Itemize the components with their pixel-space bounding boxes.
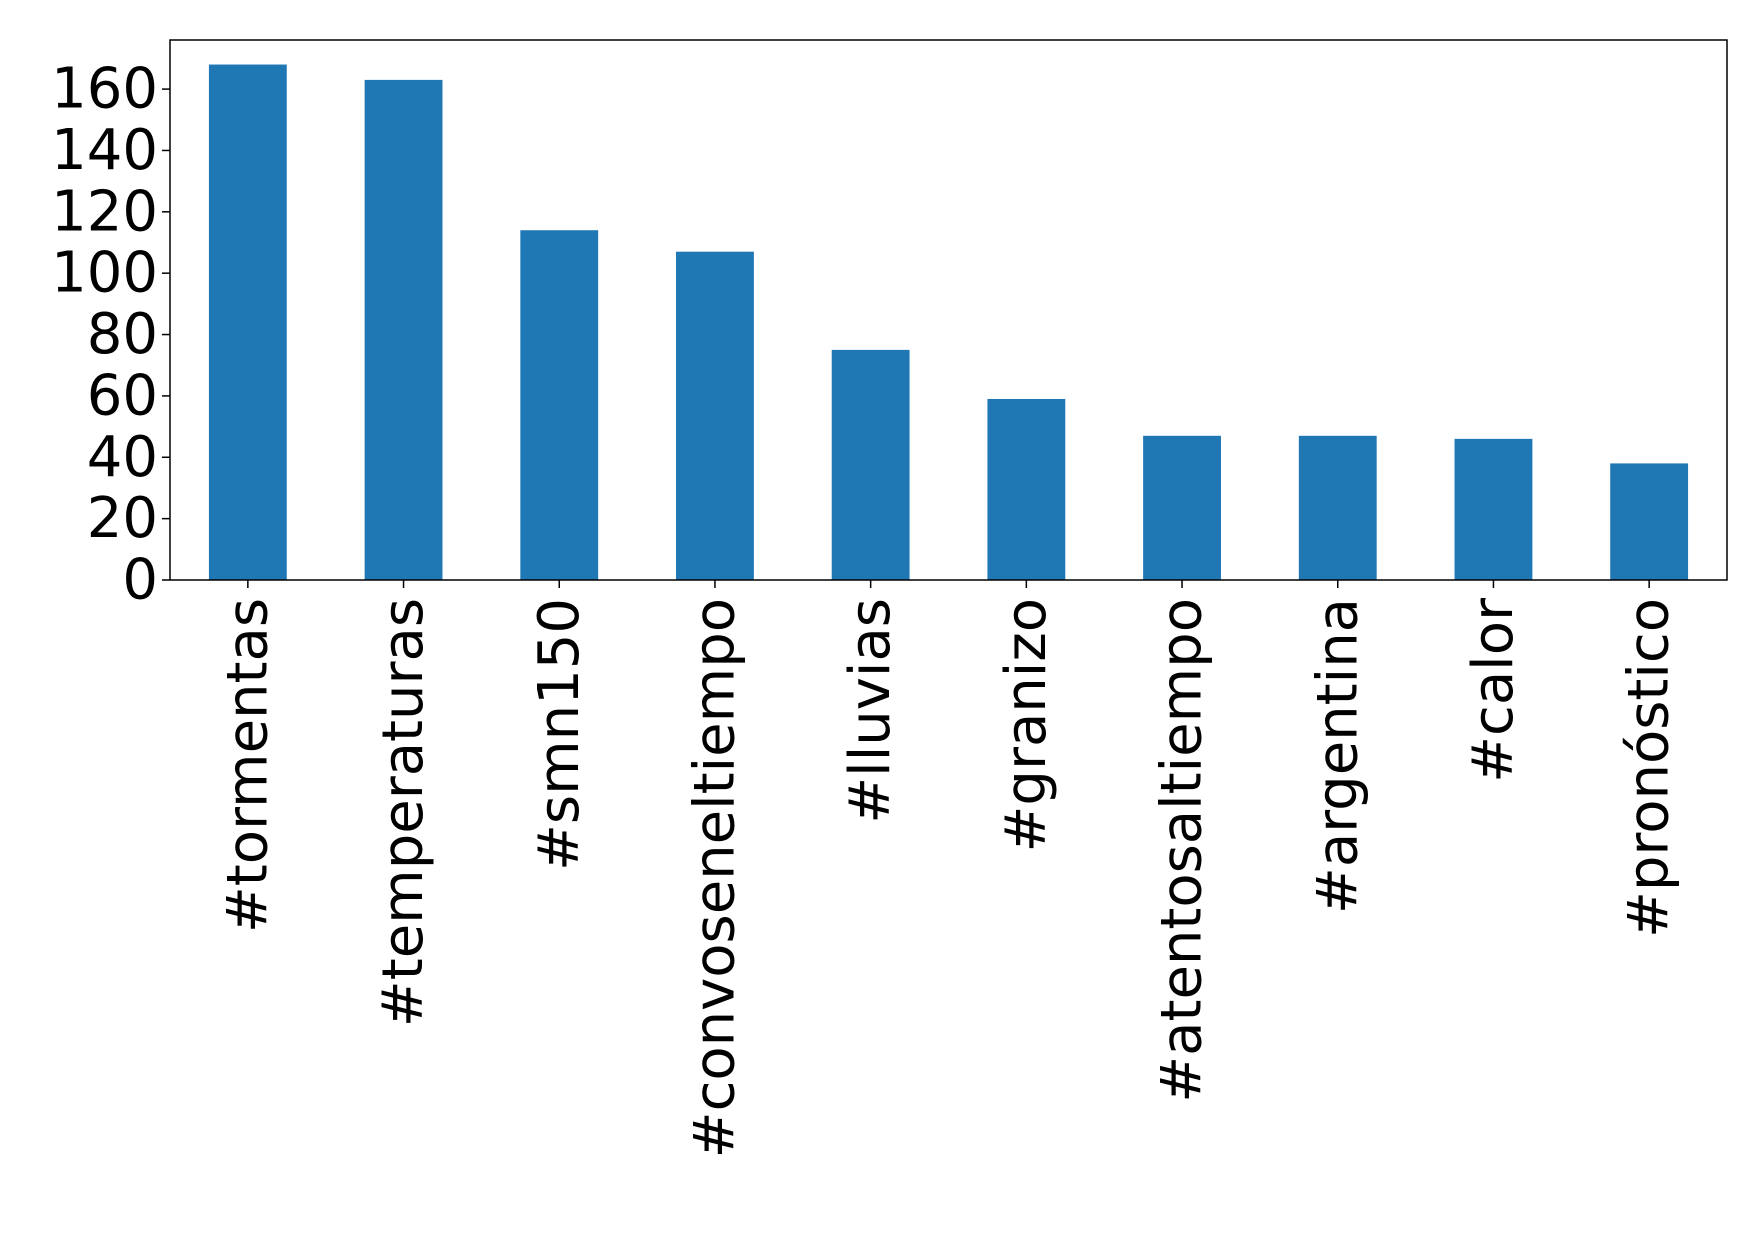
bar	[676, 251, 754, 581]
bar	[208, 64, 287, 580]
bar	[1298, 435, 1377, 580]
plot-frame	[169, 39, 1728, 581]
x-tick-label: #argentina	[1305, 598, 1370, 914]
x-tick-label: #pronóstico	[1617, 598, 1682, 938]
x-tick-label: #temperaturas	[371, 598, 436, 1027]
bar	[987, 398, 1066, 580]
y-tick-label: 0	[122, 548, 158, 613]
x-tick-label: #granizo	[994, 598, 1059, 853]
y-tick-label: 40	[87, 425, 158, 490]
x-tick-label: #atentosaltiempo	[1150, 598, 1215, 1103]
y-tick-label: 20	[87, 486, 158, 551]
bar	[364, 79, 443, 581]
x-tick-label: #calor	[1461, 597, 1526, 783]
bar	[831, 349, 910, 580]
bar	[520, 230, 599, 580]
y-tick-label: 160	[51, 57, 158, 122]
x-tick-label: #convoseneltiempo	[682, 598, 747, 1158]
y-tick-label: 60	[87, 363, 158, 428]
x-tick-label: #tormentas	[215, 598, 280, 933]
bar	[1143, 435, 1221, 580]
x-tick-label: #smn150	[527, 598, 592, 871]
bars-group	[208, 64, 1689, 581]
bar	[1454, 438, 1533, 580]
x-axis: #tormentas #temperaturas #smn150 #convosene…	[215, 580, 1682, 1158]
y-tick-label: 100	[51, 241, 158, 306]
y-tick-label: 120	[51, 179, 158, 244]
bar	[1610, 463, 1689, 580]
y-tick-label: 80	[87, 302, 158, 367]
x-tick-label: #lluvias	[838, 598, 903, 824]
y-tick-label: 140	[51, 118, 158, 183]
